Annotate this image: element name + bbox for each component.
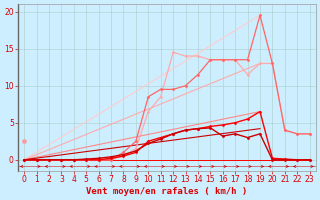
X-axis label: Vent moyen/en rafales ( km/h ): Vent moyen/en rafales ( km/h ) [86, 187, 248, 196]
